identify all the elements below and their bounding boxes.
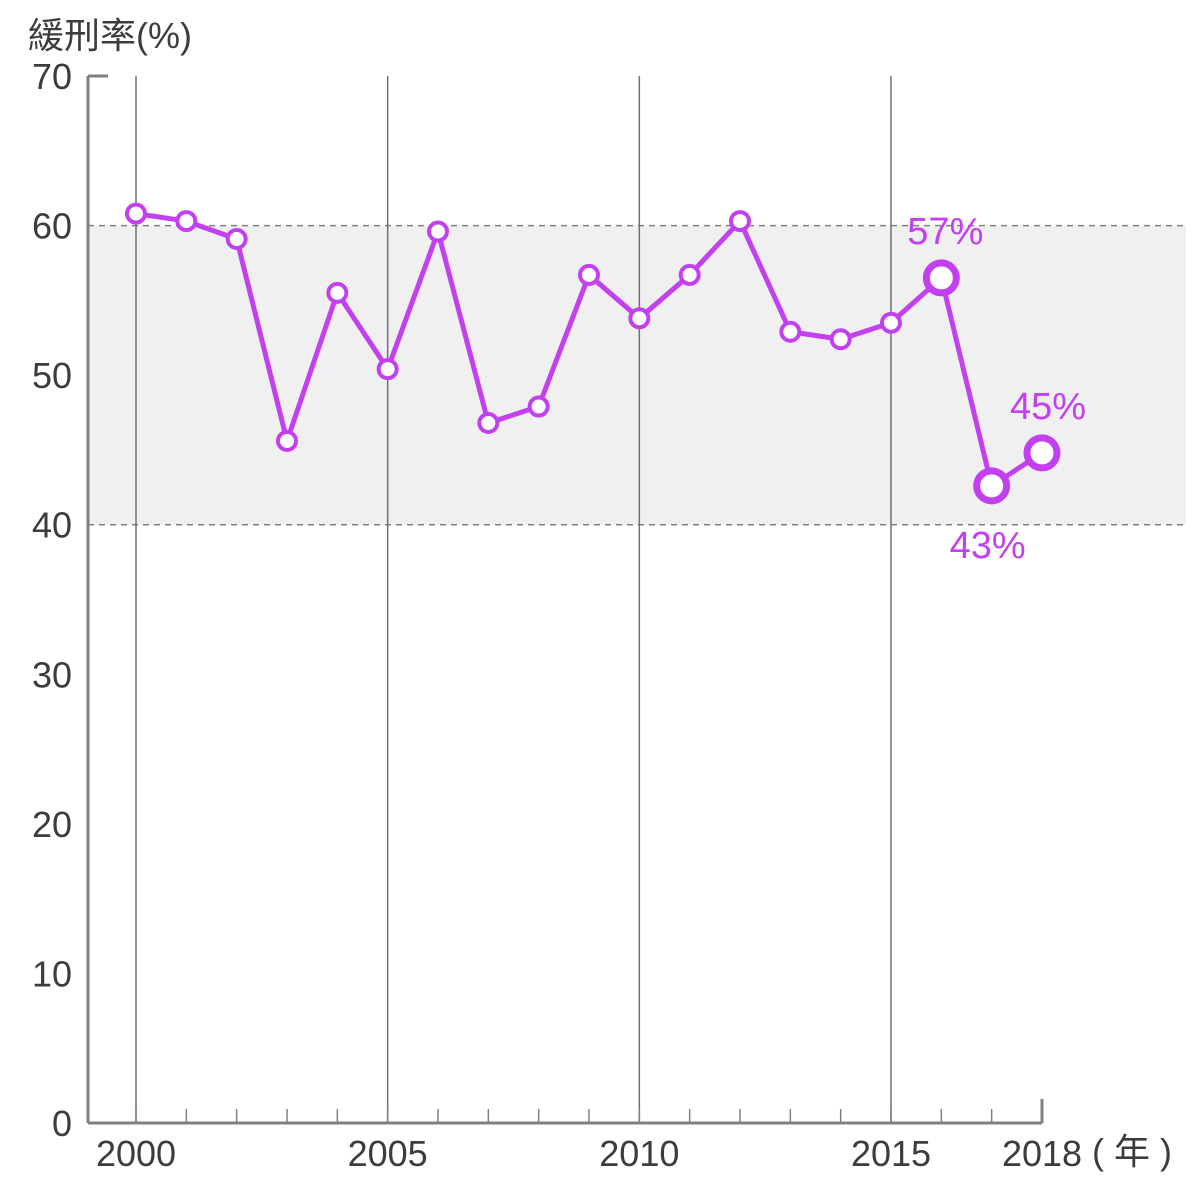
highlight-point [973,467,1011,505]
x-tick-label: 2018 [1002,1133,1082,1174]
y-tick-label: 0 [52,1103,72,1144]
y-tick-label: 50 [32,355,72,396]
data-point [125,202,147,225]
y-tick-label: 10 [32,953,72,994]
x-tick-label: 2015 [851,1133,931,1174]
x-tick-label: 2010 [599,1133,679,1174]
y-tick-label: 40 [32,505,72,546]
data-label: 57% [907,211,983,253]
data-point [376,358,399,381]
annotations: 57% 43% 45% [907,211,1086,567]
data-point [829,328,852,351]
data-point [175,210,198,233]
data-point [427,220,449,243]
data-point [225,228,248,251]
data-label: 45% [1010,386,1086,428]
y-tick-label: 30 [32,654,72,695]
data-label: 43% [950,525,1026,567]
axes [86,74,1044,1125]
y-tick-label: 20 [32,804,72,845]
y-axis-title: 緩刑率(%) [28,15,192,56]
data-point [527,395,550,418]
data-point [276,429,298,452]
data-point [628,307,651,330]
y-tick-label: 70 [32,56,72,97]
grid [135,76,892,1123]
series [125,202,1061,505]
reference-band-fill [88,225,1186,525]
y-tick-label: 60 [32,206,72,247]
data-point [326,281,349,304]
data-point [779,320,802,343]
tick-labels: 0 10 20 30 40 50 60 70 2000 2005 2010 2015 2018 [32,56,1082,1174]
data-point [729,210,751,233]
data-point [578,263,600,286]
x-tick-label: 2000 [96,1133,176,1174]
highlight-point [922,259,960,297]
reference-band [88,224,1186,526]
data-point [880,311,902,334]
data-point [678,263,701,286]
data-point [477,412,500,435]
x-axis-title: ( 年 ) [1092,1131,1172,1172]
highlight-point [1023,434,1061,472]
x-tick-label: 2005 [348,1133,428,1174]
